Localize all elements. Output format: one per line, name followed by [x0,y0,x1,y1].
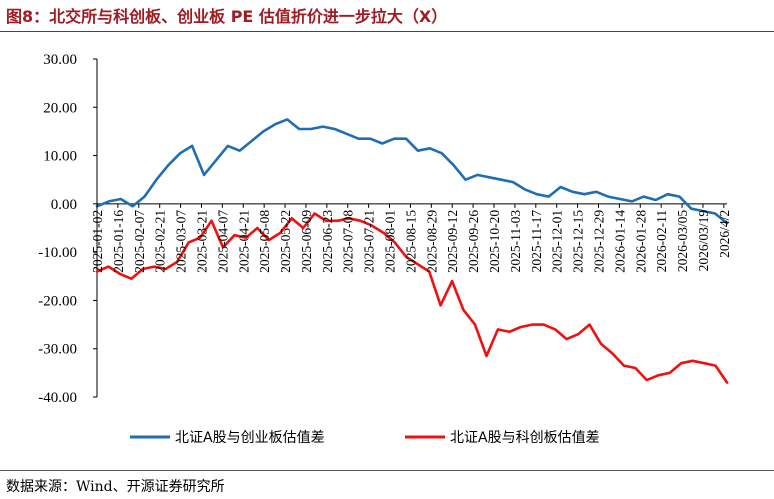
y-tick-label: -30.00 [38,342,77,358]
legend: 北证A股与创业板估值差 北证A股与科创板估值差 [130,430,600,446]
x-tick-label: 2026-01-28 [633,210,648,273]
x-tick-label: 2026/4/2 [717,210,732,258]
x-tick-label: 2025-01-16 [111,210,126,273]
x-tick-label: 2025-09-26 [466,210,481,273]
y-tick-label: -40.00 [38,390,77,406]
y-tick-label: 10.00 [43,149,77,165]
y-axis-tick-labels: 30.00 20.00 10.00 0.00 -10.00 -20.00 -30.00 -40… [38,52,97,406]
series-line-1 [95,118,729,225]
y-tick-label: -20.00 [38,293,77,309]
figure-title: 图8：北交所与科创板、创业板 PE 估值折价进一步拉大（X） [6,7,448,26]
title-divider [0,31,774,32]
x-tick-label: 2025-11-17 [529,210,544,273]
x-tick-label: 2025-01-02 [90,210,105,273]
x-tick-label: 2025-05-08 [257,210,272,273]
x-axis-tick-labels: 2025-01-02 2025-01-16 2025-02-07 2025-02-21… [90,203,732,273]
y-tick-label: 20.00 [43,100,77,116]
x-tick-label: 2025-05-22 [278,210,293,273]
x-tick-label: 2026/03/19 [696,210,711,272]
x-tick-label: 2025-11-03 [508,210,523,273]
x-tick-label: 2025-08-01 [383,210,398,273]
x-tick-label: 2026-02-11 [654,210,669,273]
series-layer [95,118,729,384]
x-tick-label: 2025-06-09 [299,210,314,273]
x-tick-label: 2025-04-21 [236,210,251,273]
y-tick-label: -10.00 [38,245,77,261]
y-tick-label: 0.00 [51,197,77,213]
x-tick-label: 2025-02-21 [153,210,168,273]
legend-label-1: 北证A股与创业板估值差 [175,430,325,446]
y-tick-label: 30.00 [43,52,77,68]
legend-label-2: 北证A股与科创板估值差 [450,430,600,446]
source-note: 数据来源：Wind、开源证券研究所 [6,479,225,495]
source-divider [0,470,774,471]
x-tick-label: 2026-01-14 [612,210,627,273]
x-tick-label: 2025-04-07 [215,210,230,273]
x-tick-label: 2025-09-12 [445,210,460,273]
axes [96,59,727,397]
x-tick-label: 2025-10-20 [487,210,502,273]
x-tick-label: 2025-08-29 [424,210,439,273]
x-tick-label: 2025-03-21 [195,210,210,273]
x-tick-label: 2025-02-07 [132,210,147,273]
series-line-2 [95,212,729,384]
x-tick-label: 2025-06-23 [320,210,335,273]
x-tick-label: 2025-08-15 [403,210,418,273]
x-tick-label: 2026-03/05 [675,210,690,272]
x-tick-label: 2025-12-29 [592,210,607,273]
x-tick-label: 2025-07-21 [362,210,377,273]
x-tick-label: 2025-12-15 [571,210,586,273]
x-tick-label: 2025-03-07 [174,210,189,273]
x-tick-label: 2025-12-01 [550,210,565,273]
x-tick-label: 2025-07-08 [341,210,356,273]
